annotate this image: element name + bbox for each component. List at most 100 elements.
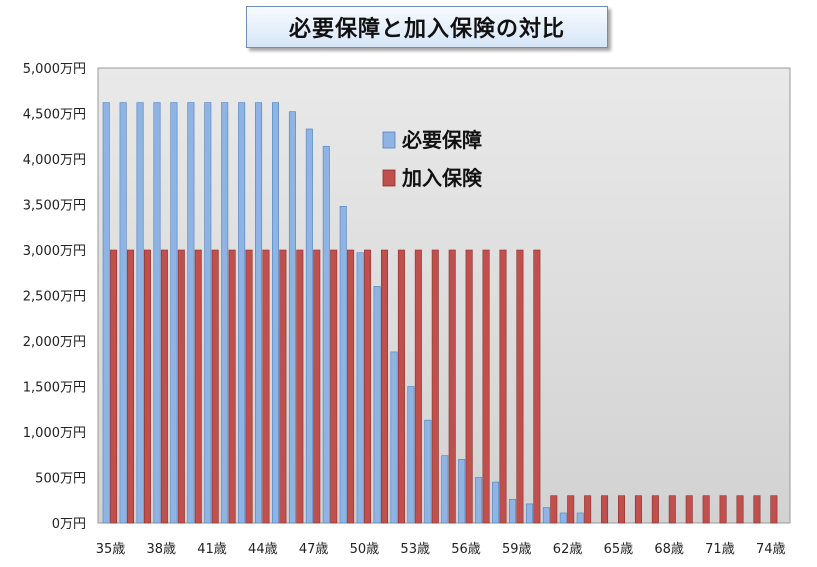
y-tick-label: 5,000万円 (23, 62, 86, 77)
bar-required-coverage (136, 102, 144, 524)
bar-enrolled-insurance (296, 249, 304, 524)
bar-required-coverage (221, 102, 229, 524)
bar-required-coverage (305, 128, 313, 524)
bar-required-coverage (322, 145, 330, 524)
bar-enrolled-insurance (431, 249, 439, 524)
bar-required-coverage (187, 102, 195, 524)
x-tick-label: 74歳 (756, 542, 786, 557)
bar-enrolled-insurance (668, 495, 676, 524)
bar-enrolled-insurance (533, 249, 541, 524)
bar-enrolled-insurance (499, 249, 507, 524)
bar-enrolled-insurance (567, 495, 575, 524)
x-tick-label: 41歳 (197, 542, 227, 557)
x-tick-label: 56歳 (451, 542, 481, 557)
bar-enrolled-insurance (482, 249, 490, 524)
y-tick-label: 3,000万円 (23, 244, 86, 259)
bar-required-coverage (492, 481, 500, 524)
bars (102, 102, 778, 524)
bar-required-coverage (458, 458, 466, 524)
y-tick-label: 1,000万円 (23, 426, 86, 441)
bar-enrolled-insurance (177, 249, 185, 524)
bar-required-coverage (475, 477, 483, 524)
y-tick-label: 4,500万円 (23, 108, 86, 123)
x-tick-label: 59歳 (502, 542, 532, 557)
y-tick-label: 0万円 (52, 517, 86, 532)
bar-required-coverage (390, 351, 398, 524)
x-tick-label: 47歳 (299, 542, 329, 557)
bar-required-coverage (339, 206, 347, 524)
y-tick-label: 3,500万円 (23, 199, 86, 214)
bar-enrolled-insurance (516, 249, 524, 524)
bar-enrolled-insurance (550, 495, 558, 524)
bar-enrolled-insurance (347, 249, 355, 524)
bar-enrolled-insurance (702, 495, 710, 524)
x-tick-label: 71歳 (705, 542, 735, 557)
bar-enrolled-insurance (160, 249, 168, 524)
x-axis: 35歳 38歳 41歳 44歳 47歳 50歳 53歳 56歳 59歳 62歳 65歳 68歳 71歳 7… (96, 542, 786, 557)
chart-title: 必要保障と加入保険の対比 (246, 6, 608, 48)
bar-required-coverage (288, 111, 296, 524)
y-tick-label: 500万円 (35, 472, 86, 487)
y-axis: 0万円 500万円 1,000万円 1,500万円 2,000万円 2,500万円 3,00… (23, 62, 86, 532)
bar-enrolled-insurance (143, 249, 151, 524)
bar-enrolled-insurance (194, 249, 202, 524)
bar-enrolled-insurance (584, 495, 592, 524)
y-tick-label: 1,500万円 (23, 381, 86, 396)
bar-enrolled-insurance (110, 249, 118, 524)
bar-enrolled-insurance (465, 249, 473, 524)
legend-label: 必要保障 (401, 128, 482, 152)
bar-required-coverage (170, 102, 178, 524)
y-tick-label: 2,000万円 (23, 335, 86, 350)
x-tick-label: 35歳 (96, 542, 126, 557)
bar-enrolled-insurance (211, 249, 219, 524)
x-tick-label: 44歳 (248, 542, 278, 557)
legend-swatch (382, 131, 396, 149)
bar-enrolled-insurance (262, 249, 270, 524)
x-tick-label: 53歳 (400, 542, 430, 557)
bar-enrolled-insurance (719, 495, 727, 524)
bar-enrolled-insurance (279, 249, 287, 524)
bar-required-coverage (407, 386, 415, 524)
bar-required-coverage (271, 102, 279, 524)
x-tick-label: 62歳 (553, 542, 583, 557)
bar-enrolled-insurance (380, 249, 388, 524)
bar-enrolled-insurance (448, 249, 456, 524)
bar-required-coverage (102, 102, 110, 524)
y-tick-label: 2,500万円 (23, 290, 86, 305)
bar-enrolled-insurance (228, 249, 236, 524)
x-tick-label: 65歳 (604, 542, 634, 557)
y-tick-label: 4,000万円 (23, 153, 86, 168)
bar-enrolled-insurance (736, 495, 744, 524)
legend-swatch (382, 169, 396, 187)
bar-enrolled-insurance (617, 495, 625, 524)
bar-required-coverage (238, 102, 246, 524)
bar-enrolled-insurance (770, 495, 778, 524)
x-tick-label: 50歳 (350, 542, 380, 557)
bar-enrolled-insurance (127, 249, 135, 524)
bar-required-coverage (576, 512, 584, 524)
bar-enrolled-insurance (330, 249, 338, 524)
bar-required-coverage (373, 286, 381, 524)
bar-enrolled-insurance (634, 495, 642, 524)
x-tick-label: 68歳 (654, 542, 684, 557)
series-1 (102, 102, 584, 524)
bar-required-coverage (356, 252, 364, 524)
bar-required-coverage (559, 512, 567, 524)
bar-enrolled-insurance (414, 249, 422, 524)
bar-required-coverage (525, 503, 533, 524)
x-tick-label: 38歳 (146, 542, 176, 557)
bar-enrolled-insurance (753, 495, 761, 524)
bar-enrolled-insurance (601, 495, 609, 524)
bar-required-coverage (424, 419, 432, 524)
bar-required-coverage (255, 102, 263, 524)
bar-required-coverage (509, 499, 517, 524)
bar-required-coverage (153, 102, 161, 524)
bar-required-coverage (119, 102, 127, 524)
bar-enrolled-insurance (685, 495, 693, 524)
bar-enrolled-insurance (245, 249, 253, 524)
bar-enrolled-insurance (313, 249, 321, 524)
bar-required-coverage (542, 507, 550, 524)
bar-required-coverage (204, 102, 212, 524)
bar-enrolled-insurance (364, 249, 372, 524)
